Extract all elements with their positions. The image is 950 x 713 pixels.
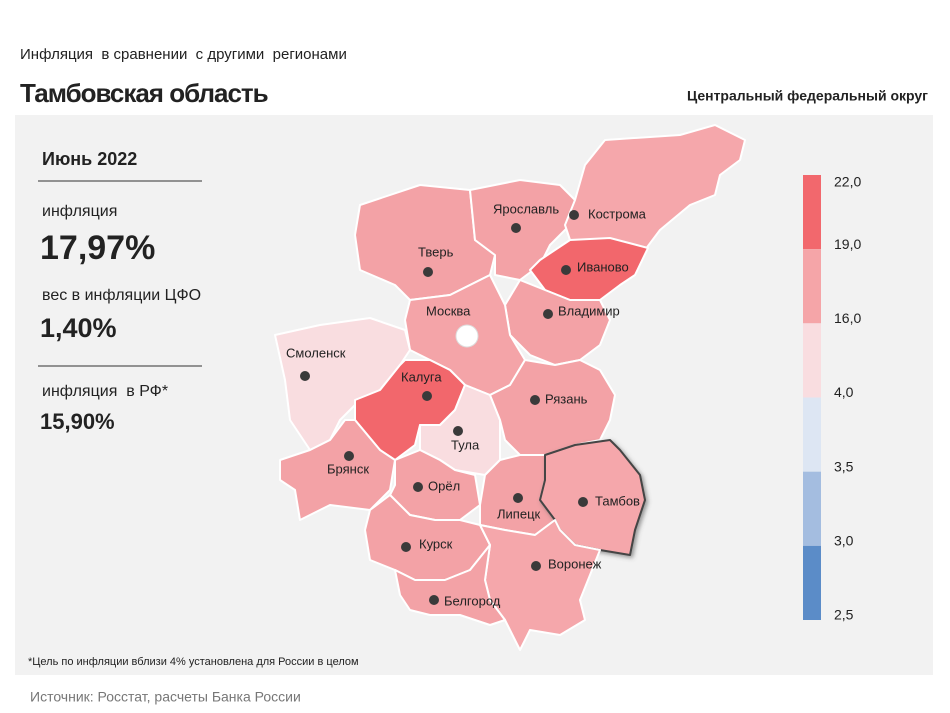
title: Тамбовская область [20,78,268,108]
dot [423,267,433,277]
dot [511,223,521,233]
region-label: Кострома [588,206,647,221]
region-label: Тамбов [595,493,640,508]
region-label: Тверь [418,244,454,259]
dot [401,542,411,552]
region-label: Воронеж [548,556,602,571]
region [539,439,646,556]
region-label: Смоленск [286,345,346,360]
legend-tick-label: 16,0 [834,310,861,326]
period: Июнь 2022 [42,149,137,169]
legend-bin [803,545,821,620]
dot [561,265,571,275]
dot [530,395,540,405]
weight-value: 1,40% [40,313,117,343]
region [354,359,466,461]
dot [422,391,432,401]
russia-label: инфляция в РФ* [42,383,168,400]
legend-bin [803,323,821,398]
legend: 22,0 19,0 16,0 4,0 3,5 3,0 2,5 [803,174,861,623]
dot [578,497,588,507]
region [279,419,396,521]
region-label: Владимир [558,303,620,318]
region-label: Брянск [327,461,369,476]
legend-bin [803,175,821,250]
region [469,179,576,281]
region [394,544,506,626]
legend-tick-label: 2,5 [834,607,854,623]
legend-tick-label: 19,0 [834,236,861,252]
district: Центральный федеральный округ [687,88,928,104]
region-label: Ярославль [493,201,559,216]
weight-label: вес в инфляции ЦФО [42,287,201,304]
subtitle: Инфляция в сравнении с другими регионами [20,46,347,63]
dot [300,371,310,381]
legend-bin [803,249,821,324]
region-label: Липецк [497,506,541,521]
region-label: Орёл [428,478,460,493]
dot [569,210,579,220]
footnote: *Цель по инфляции вблизи 4% установлена … [28,656,359,668]
region-label: Тула [451,437,480,452]
dot [344,451,354,461]
region-label: Москва [426,303,471,318]
dot [531,561,541,571]
dot [429,595,439,605]
legend-tick-label: 3,5 [834,458,854,474]
region-label: Рязань [545,391,588,406]
legend-tick-label: 22,0 [834,174,861,190]
map: Тверь Ярославль Кострома Иваново Владимир Мос… [274,124,746,651]
region-label: Калуга [401,369,442,384]
dot [413,482,423,492]
dot [453,426,463,436]
region-label: Белгород [444,593,501,608]
inflation-value: 17,97% [40,229,155,267]
russia-value: 15,90% [40,409,115,434]
legend-tick-label: 4,0 [834,384,854,400]
inflation-label: инфляция [42,203,117,220]
dot [513,493,523,503]
city [455,324,479,348]
source: Источник: Росстат, расчеты Банка России [30,689,301,705]
legend-tick-label: 3,0 [834,533,854,549]
region-label: Иваново [577,259,629,274]
legend-bin [803,471,821,546]
region-label: Курск [419,536,453,551]
dot [543,309,553,319]
region [389,449,481,521]
legend-bin [803,397,821,472]
